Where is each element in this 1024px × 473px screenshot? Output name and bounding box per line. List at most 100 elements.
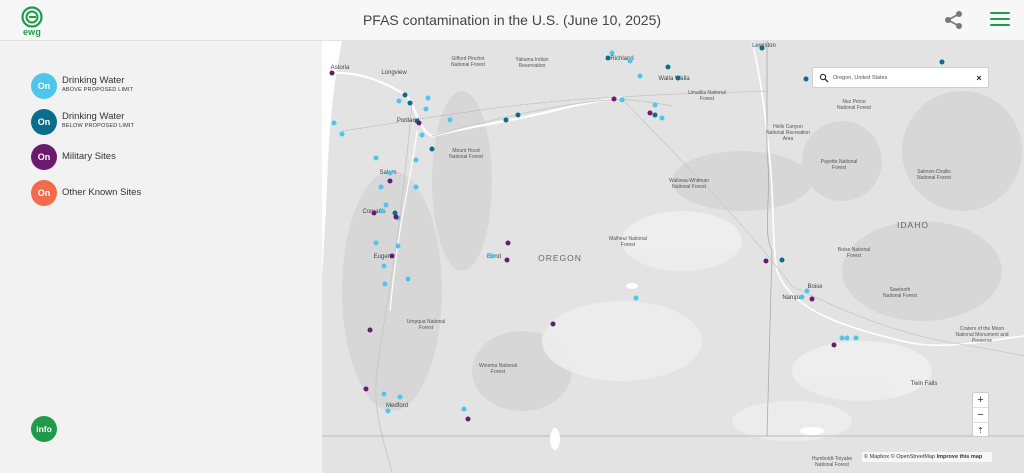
site-marker-military[interactable] — [387, 178, 393, 184]
toggle-drinking-water-below[interactable]: On — [31, 109, 57, 135]
site-marker-drinking-water-above[interactable] — [397, 394, 403, 400]
site-marker-drinking-water-above[interactable] — [381, 263, 387, 269]
site-marker-military[interactable] — [367, 327, 373, 333]
site-marker-drinking-water-above[interactable] — [382, 281, 388, 287]
site-marker-drinking-water-below[interactable] — [675, 75, 681, 81]
site-marker-drinking-water-above[interactable] — [383, 202, 389, 208]
site-marker-drinking-water-above[interactable] — [489, 253, 495, 259]
osm-attribution-link[interactable]: © OpenStreetMap — [890, 454, 936, 460]
site-marker-drinking-water-above[interactable] — [652, 102, 658, 108]
toggle-military-sites[interactable]: On — [31, 144, 57, 170]
menu-line — [990, 24, 1010, 26]
zoom-in-button[interactable]: + — [973, 393, 988, 408]
site-marker-drinking-water-above[interactable] — [413, 157, 419, 163]
site-marker-drinking-water-above[interactable] — [659, 115, 665, 121]
search-input[interactable] — [833, 71, 973, 85]
legend-label: Drinking Water — [62, 75, 125, 86]
site-marker-military[interactable] — [763, 258, 769, 264]
site-marker-drinking-water-below[interactable] — [759, 45, 765, 51]
site-marker-drinking-water-above[interactable] — [419, 132, 425, 138]
map-canvas[interactable]: OREGON IDAHO Astoria Longview Portland S… — [322, 41, 1024, 473]
toggle-drinking-water-above[interactable]: On — [31, 73, 57, 99]
site-marker-drinking-water-above[interactable] — [461, 406, 467, 412]
ewg-logo[interactable]: ewg — [20, 6, 44, 37]
ewg-logo-icon — [21, 6, 43, 28]
clear-search-button[interactable]: × — [976, 73, 982, 83]
site-marker-military[interactable] — [389, 253, 395, 259]
info-button[interactable]: info — [31, 416, 57, 442]
site-marker-military[interactable] — [647, 110, 653, 116]
site-marker-drinking-water-above[interactable] — [381, 391, 387, 397]
site-marker-military[interactable] — [504, 257, 510, 263]
site-marker-drinking-water-above[interactable] — [385, 408, 391, 414]
site-marker-drinking-water-above[interactable] — [395, 243, 401, 249]
zoom-out-button[interactable]: − — [973, 408, 988, 423]
legend-sublabel: BELOW PROPOSED LIMIT — [62, 123, 135, 129]
share-button[interactable] — [943, 9, 965, 31]
site-marker-drinking-water-above[interactable] — [637, 73, 643, 79]
site-marker-drinking-water-above[interactable] — [633, 295, 639, 301]
site-marker-drinking-water-above[interactable] — [839, 335, 845, 341]
site-marker-drinking-water-above[interactable] — [447, 117, 453, 123]
site-marker-drinking-water-below[interactable] — [803, 76, 809, 82]
reset-bearing-button[interactable]: ⇡ — [977, 426, 984, 435]
site-marker-drinking-water-below[interactable] — [779, 257, 785, 263]
share-icon — [945, 11, 962, 29]
site-marker-drinking-water-above[interactable] — [425, 95, 431, 101]
site-marker-drinking-water-above[interactable] — [387, 170, 393, 176]
site-marker-military[interactable] — [329, 70, 335, 76]
legend-label: Drinking Water — [62, 111, 125, 122]
site-marker-drinking-water-below[interactable] — [939, 59, 945, 65]
menu-line — [990, 18, 1010, 20]
hamburger-menu-button[interactable] — [990, 12, 1010, 28]
site-marker-drinking-water-above[interactable] — [378, 184, 384, 190]
toggle-other-known-sites[interactable]: On — [31, 180, 57, 206]
site-marker-military[interactable] — [831, 342, 837, 348]
search-icon — [819, 73, 829, 83]
site-marker-drinking-water-above[interactable] — [331, 120, 337, 126]
site-marker-drinking-water-below[interactable] — [515, 112, 521, 118]
legend-label: Other Known Sites — [62, 187, 142, 198]
site-marker-military[interactable] — [465, 416, 471, 422]
site-marker-military[interactable] — [393, 214, 399, 220]
site-marker-military[interactable] — [550, 321, 556, 327]
site-marker-drinking-water-below[interactable] — [605, 55, 611, 61]
site-marker-drinking-water-above[interactable] — [844, 335, 850, 341]
site-marker-drinking-water-above[interactable] — [413, 184, 419, 190]
menu-line — [990, 12, 1010, 14]
site-marker-drinking-water-above[interactable] — [799, 294, 805, 300]
site-marker-drinking-water-above[interactable] — [396, 98, 402, 104]
site-marker-drinking-water-below[interactable] — [503, 117, 509, 123]
improve-map-link[interactable]: Improve this map — [936, 454, 983, 460]
site-marker-drinking-water-above[interactable] — [627, 58, 633, 64]
site-marker-drinking-water-above[interactable] — [804, 288, 810, 294]
site-marker-drinking-water-below[interactable] — [407, 100, 413, 106]
site-marker-drinking-water-above[interactable] — [405, 276, 411, 282]
site-marker-drinking-water-below[interactable] — [652, 112, 658, 118]
logo-text: ewg — [22, 27, 42, 37]
zoom-controls: + − ⇡ — [972, 392, 989, 437]
site-marker-drinking-water-above[interactable] — [853, 335, 859, 341]
site-marker-drinking-water-below[interactable] — [429, 146, 435, 152]
site-marker-drinking-water-below[interactable] — [402, 92, 408, 98]
site-marker-drinking-water-above[interactable] — [619, 97, 625, 103]
site-marker-military[interactable] — [611, 96, 617, 102]
site-marker-military[interactable] — [809, 296, 815, 302]
mapbox-attribution-link[interactable]: © Mapbox — [864, 454, 890, 460]
site-marker-drinking-water-above[interactable] — [339, 131, 345, 137]
site-marker-drinking-water-above[interactable] — [423, 106, 429, 112]
site-marker-drinking-water-above[interactable] — [373, 240, 379, 246]
site-marker-military[interactable] — [505, 240, 511, 246]
site-marker-drinking-water-above[interactable] — [379, 208, 385, 214]
site-marker-military[interactable] — [371, 210, 377, 216]
site-marker-military[interactable] — [416, 120, 422, 126]
legend-sidebar: On Drinking Water ABOVE PROPOSED LIMIT O… — [0, 41, 322, 473]
map-basemap — [322, 41, 1024, 473]
location-search-box: × — [812, 67, 989, 88]
site-marker-drinking-water-below[interactable] — [392, 210, 398, 216]
site-marker-drinking-water-above[interactable] — [609, 50, 615, 56]
site-marker-drinking-water-above[interactable] — [373, 155, 379, 161]
site-marker-drinking-water-below[interactable] — [665, 64, 671, 70]
site-marker-military[interactable] — [363, 386, 369, 392]
